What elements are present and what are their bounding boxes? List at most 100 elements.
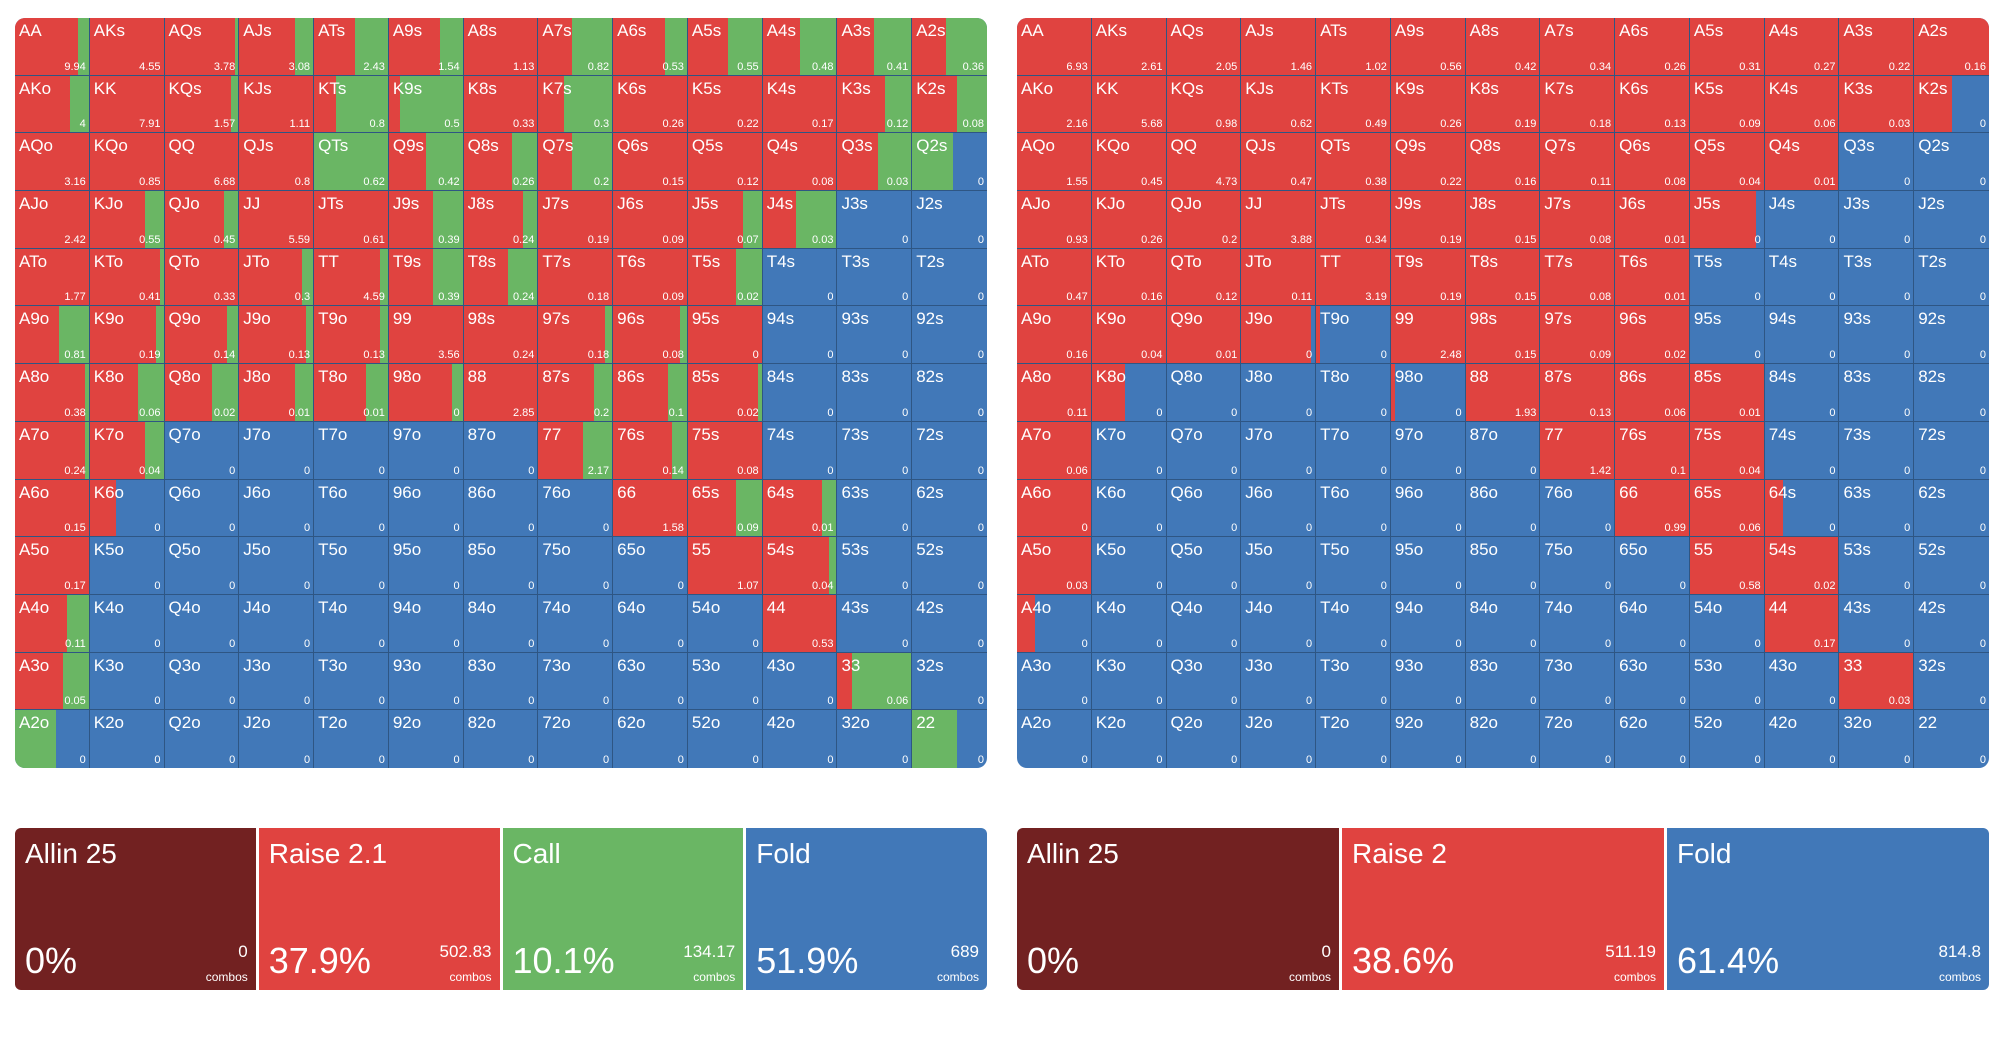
left-cell-98s[interactable]: 98s 0.24: [463, 306, 539, 365]
right-cell-97o[interactable]: 97o 0: [1390, 421, 1466, 480]
right-cell-AKo[interactable]: AKo 2.16: [1017, 75, 1092, 134]
left-cell-J9o[interactable]: J9o 0.13: [239, 306, 315, 365]
left-cell-KQs[interactable]: KQs 1.57: [164, 75, 240, 134]
right-cell-A7o[interactable]: A7o 0.06: [1017, 421, 1092, 480]
left-cell-KQo[interactable]: KQo 0.85: [89, 133, 165, 192]
left-cell-94o[interactable]: 94o 0: [388, 594, 464, 653]
left-cell-J6s[interactable]: J6s 0.09: [613, 191, 688, 249]
left-cell-T6s[interactable]: T6s 0.09: [613, 248, 688, 307]
right-cell-J5s[interactable]: J5s 0: [1689, 191, 1765, 249]
left-cell-Q5s[interactable]: Q5s 0.12: [687, 133, 763, 192]
left-cell-K8o[interactable]: K8o 0.06: [89, 364, 165, 422]
left-cell-A3s[interactable]: A3s 0.41: [837, 18, 913, 76]
right-cell-Q6s[interactable]: Q6s 0.08: [1615, 133, 1690, 192]
left-cell-43o[interactable]: 43o 0: [762, 652, 838, 711]
left-cell-J3s[interactable]: J3s 0: [837, 191, 913, 249]
right-cell-83o[interactable]: 83o 0: [1465, 652, 1541, 711]
right-cell-T6s[interactable]: T6s 0.01: [1615, 248, 1690, 307]
right-cell-AKs[interactable]: AKs 2.61: [1091, 18, 1167, 76]
right-cell-73s[interactable]: 73s 0: [1839, 421, 1915, 480]
left-cell-T7o[interactable]: T7o 0: [314, 421, 389, 480]
left-cell-J7o[interactable]: J7o 0: [239, 421, 315, 480]
left-cell-J2s[interactable]: J2s 0: [912, 191, 987, 249]
left-cell-J4o[interactable]: J4o 0: [239, 594, 315, 653]
right-cell-T3s[interactable]: T3s 0: [1839, 248, 1915, 307]
left-cell-T5s[interactable]: T5s 0.02: [687, 248, 763, 307]
right-cell-42o[interactable]: 42o 0: [1764, 710, 1840, 768]
left-cell-A9o[interactable]: A9o 0.81: [15, 306, 90, 365]
right-cell-K4o[interactable]: K4o 0: [1091, 594, 1167, 653]
left-cell-32s[interactable]: 32s 0: [912, 652, 987, 711]
right-cell-76o[interactable]: 76o 0: [1540, 479, 1616, 538]
left-cell-T7s[interactable]: T7s 0.18: [538, 248, 614, 307]
left-cell-K8s[interactable]: K8s 0.33: [463, 75, 539, 134]
right-cell-53s[interactable]: 53s 0: [1839, 537, 1915, 595]
right-cell-Q5s[interactable]: Q5s 0.04: [1689, 133, 1765, 192]
right-cell-T5s[interactable]: T5s 0: [1689, 248, 1765, 307]
left-cell-75o[interactable]: 75o 0: [538, 537, 614, 595]
left-cell-J3o[interactable]: J3o 0: [239, 652, 315, 711]
right-cell-22[interactable]: 22 0: [1914, 710, 1989, 768]
left-cell-T2o[interactable]: T2o 0: [314, 710, 389, 768]
left-cell-K9s[interactable]: K9s 0.5: [388, 75, 464, 134]
right-cell-62s[interactable]: 62s 0: [1914, 479, 1989, 538]
left-cell-Q8o[interactable]: Q8o 0.02: [164, 364, 240, 422]
right-cell-J8o[interactable]: J8o 0: [1241, 364, 1317, 422]
right-cell-T8o[interactable]: T8o 0: [1316, 364, 1391, 422]
action-allin-box[interactable]: Allin 25 0% 0 combos: [15, 828, 256, 990]
left-cell-65s[interactable]: 65s 0.09: [687, 479, 763, 538]
left-cell-63o[interactable]: 63o 0: [613, 652, 688, 711]
left-cell-Q4o[interactable]: Q4o 0: [164, 594, 240, 653]
left-cell-T3o[interactable]: T3o 0: [314, 652, 389, 711]
right-cell-T4o[interactable]: T4o 0: [1316, 594, 1391, 653]
right-cell-92o[interactable]: 92o 0: [1390, 710, 1466, 768]
left-cell-JTs[interactable]: JTs 0.61: [314, 191, 389, 249]
left-cell-K6o[interactable]: K6o 0: [89, 479, 165, 538]
right-cell-Q2o[interactable]: Q2o 0: [1166, 710, 1242, 768]
right-cell-AJs[interactable]: AJs 1.46: [1241, 18, 1317, 76]
right-cell-52o[interactable]: 52o 0: [1689, 710, 1765, 768]
left-cell-53o[interactable]: 53o 0: [687, 652, 763, 711]
right-cell-A9o[interactable]: A9o 0.16: [1017, 306, 1092, 365]
left-cell-32o[interactable]: 32o 0: [837, 710, 913, 768]
right-cell-96s[interactable]: 96s 0.02: [1615, 306, 1690, 365]
right-cell-K8o[interactable]: K8o 0: [1091, 364, 1167, 422]
right-cell-74o[interactable]: 74o 0: [1540, 594, 1616, 653]
left-cell-Q4s[interactable]: Q4s 0.08: [762, 133, 838, 192]
left-cell-98o[interactable]: 98o 0: [388, 364, 464, 422]
left-cell-QJo[interactable]: QJo 0.45: [164, 191, 240, 249]
left-cell-AQo[interactable]: AQo 3.16: [15, 133, 90, 192]
left-cell-K2o[interactable]: K2o 0: [89, 710, 165, 768]
right-cell-A7s[interactable]: A7s 0.34: [1540, 18, 1616, 76]
left-cell-T5o[interactable]: T5o 0: [314, 537, 389, 595]
right-cell-JJ[interactable]: JJ 3.88: [1241, 191, 1317, 249]
right-cell-AQs[interactable]: AQs 2.05: [1166, 18, 1242, 76]
right-cell-QJs[interactable]: QJs 0.47: [1241, 133, 1317, 192]
left-cell-A2o[interactable]: A2o 0: [15, 710, 90, 768]
left-cell-62s[interactable]: 62s 0: [912, 479, 987, 538]
left-cell-J8o[interactable]: J8o 0.01: [239, 364, 315, 422]
right-cell-75o[interactable]: 75o 0: [1540, 537, 1616, 595]
action-fold-box[interactable]: Fold 51.9% 689 combos: [746, 828, 987, 990]
left-cell-52s[interactable]: 52s 0: [912, 537, 987, 595]
left-cell-63s[interactable]: 63s 0: [837, 479, 913, 538]
right-cell-64s[interactable]: 64s 0: [1764, 479, 1840, 538]
right-cell-T2o[interactable]: T2o 0: [1316, 710, 1391, 768]
right-cell-76s[interactable]: 76s 0.1: [1615, 421, 1690, 480]
right-cell-T9o[interactable]: T9o 0: [1316, 306, 1391, 365]
left-cell-A8o[interactable]: A8o 0.38: [15, 364, 90, 422]
left-cell-74o[interactable]: 74o 0: [538, 594, 614, 653]
right-cell-86o[interactable]: 86o 0: [1465, 479, 1541, 538]
right-cell-32s[interactable]: 32s 0: [1914, 652, 1989, 711]
left-cell-74s[interactable]: 74s 0: [762, 421, 838, 480]
right-cell-Q2s[interactable]: Q2s 0: [1914, 133, 1989, 192]
left-cell-96s[interactable]: 96s 0.08: [613, 306, 688, 365]
right-cell-AJo[interactable]: AJo 0.93: [1017, 191, 1092, 249]
left-cell-T3s[interactable]: T3s 0: [837, 248, 913, 307]
left-cell-92o[interactable]: 92o 0: [388, 710, 464, 768]
left-cell-73o[interactable]: 73o 0: [538, 652, 614, 711]
right-cell-A2o[interactable]: A2o 0: [1017, 710, 1092, 768]
right-cell-92s[interactable]: 92s 0: [1914, 306, 1989, 365]
right-cell-AQo[interactable]: AQo 1.55: [1017, 133, 1092, 192]
right-cell-A5o[interactable]: A5o 0.03: [1017, 537, 1092, 595]
